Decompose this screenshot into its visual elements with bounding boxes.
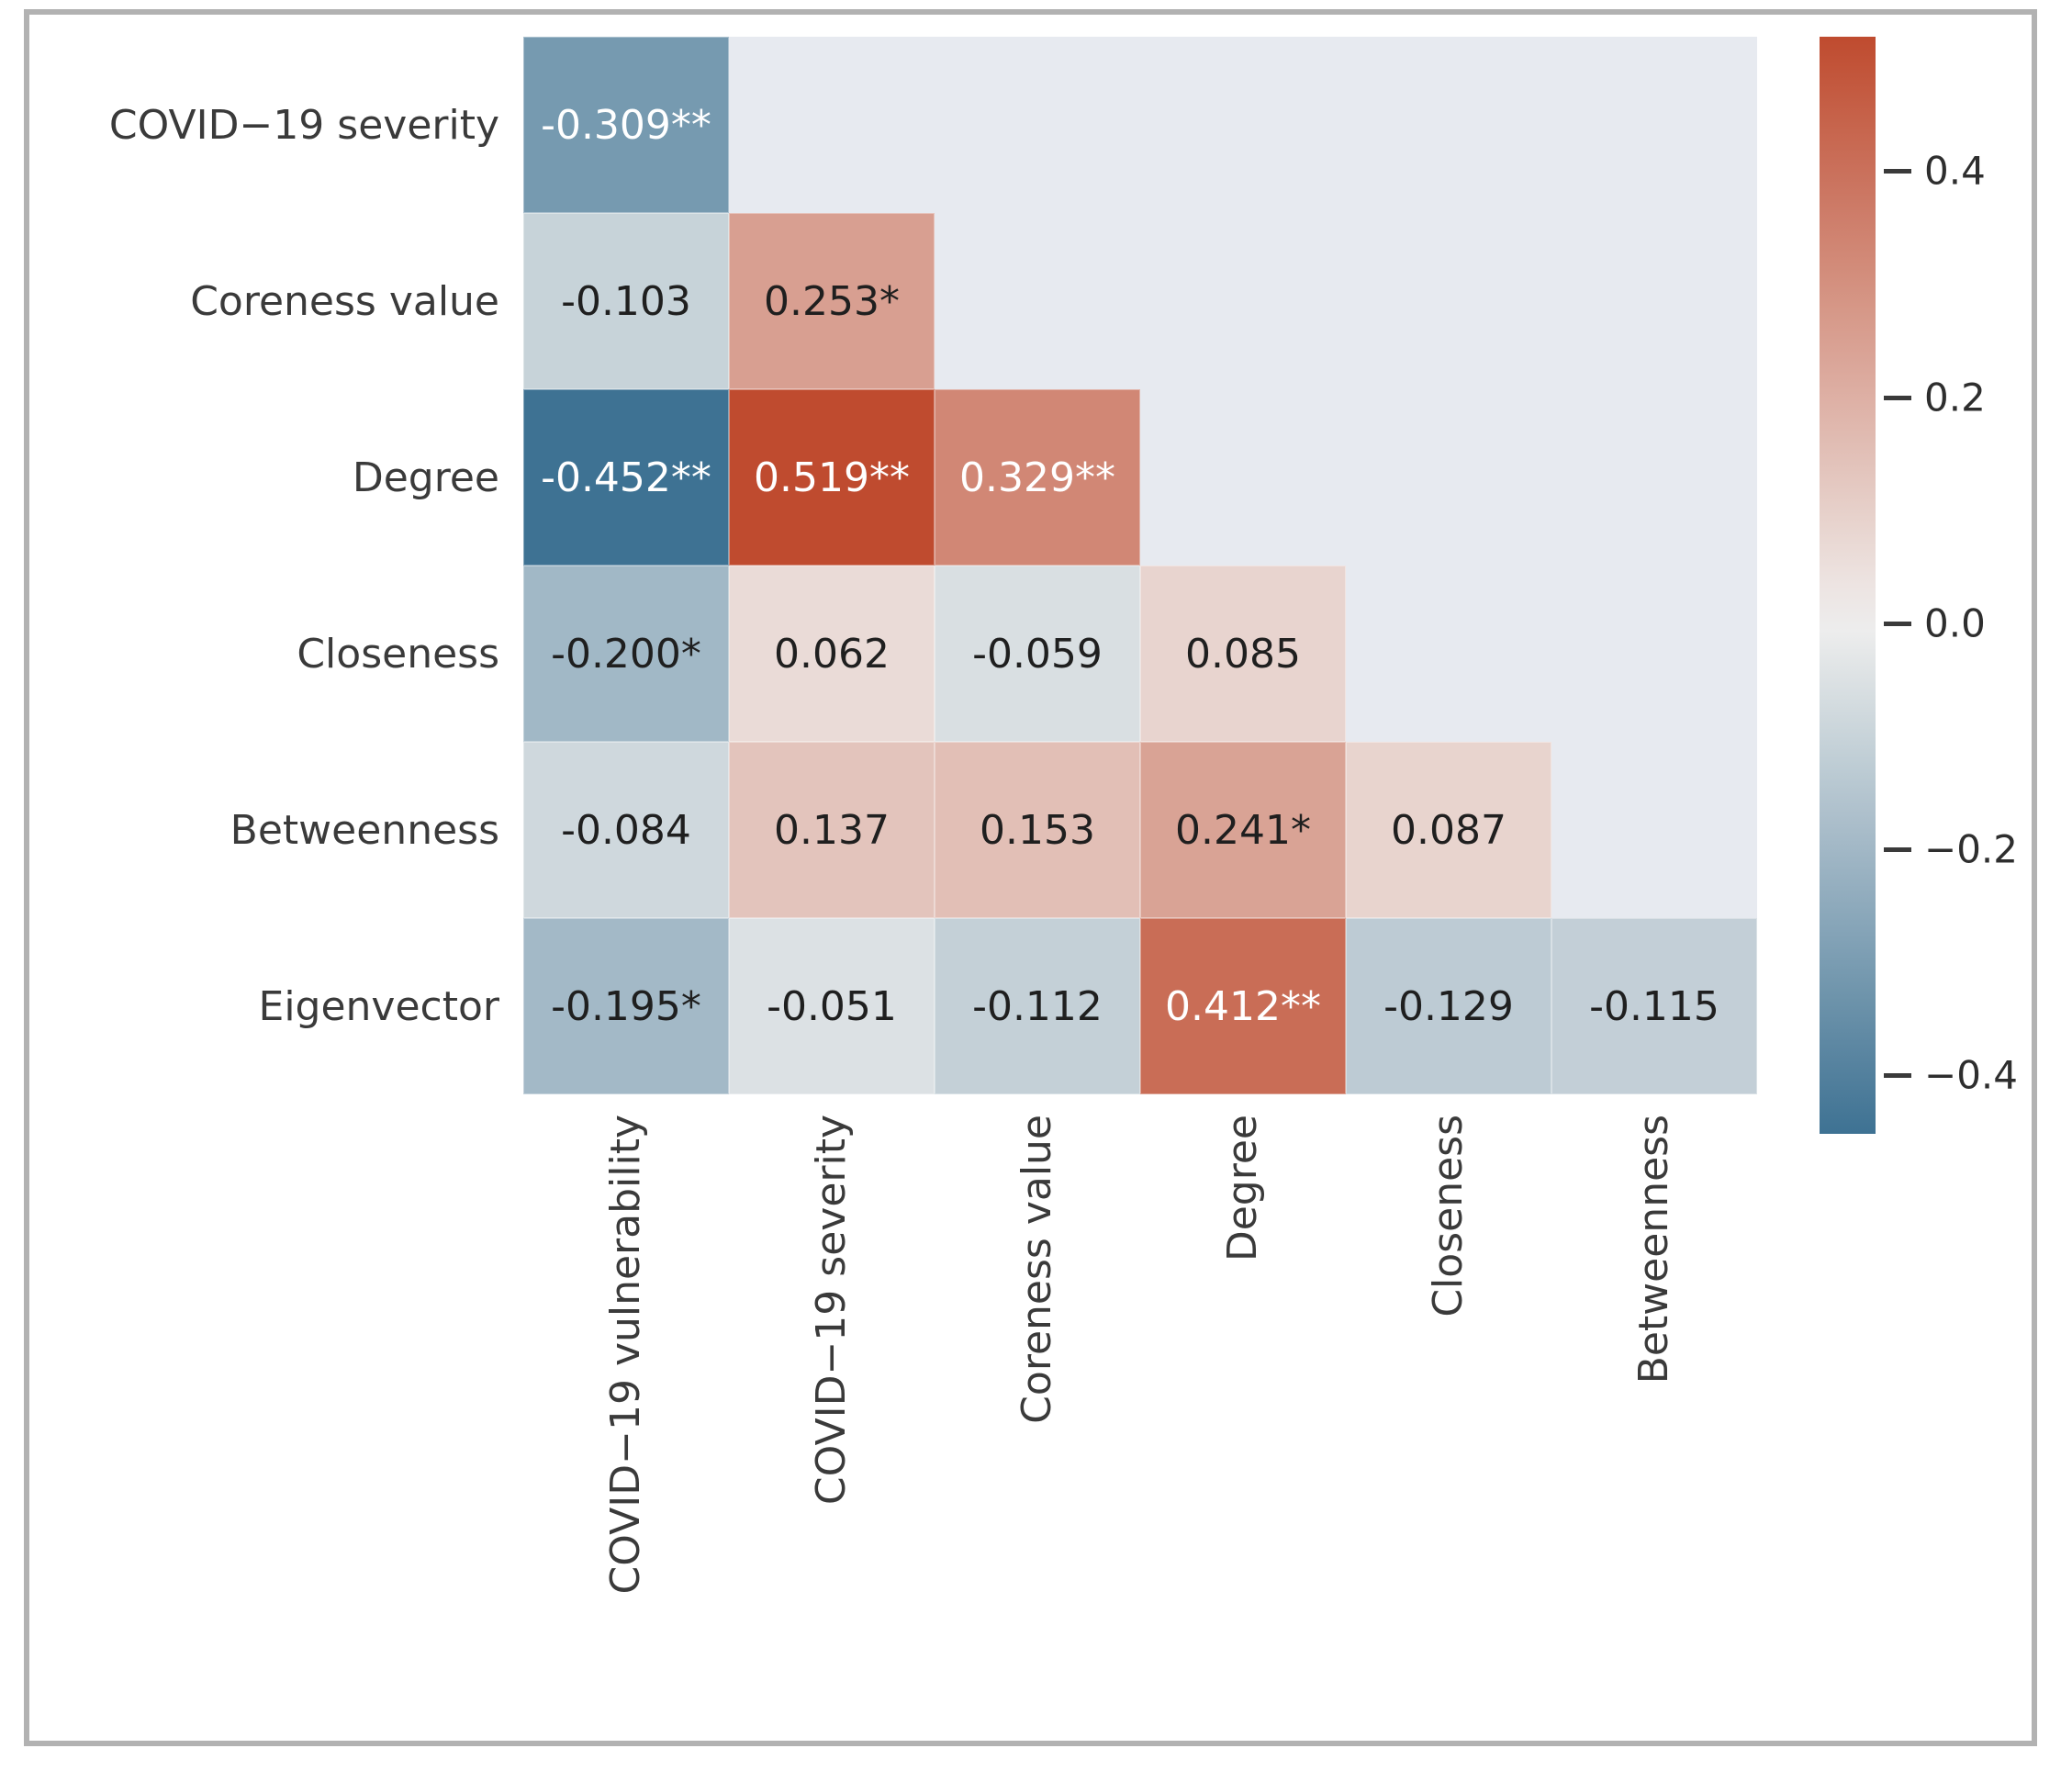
- heatmap-cell: 0.087: [1346, 742, 1551, 918]
- y-axis-label: Coreness value: [190, 277, 499, 325]
- x-axis-label: Degree: [1219, 1115, 1266, 1262]
- colorbar-tick-label: −0.4: [1924, 1052, 2018, 1098]
- heatmap-cell: 0.062: [729, 566, 935, 742]
- colorbar-tick-mark: [1884, 621, 1911, 626]
- colorbar-tick-mark: [1884, 1073, 1911, 1078]
- colorbar-tick-label: 0.2: [1924, 375, 1986, 420]
- heatmap-cell: -0.115: [1551, 918, 1757, 1094]
- x-axis-label: COVID−19 vulnerability: [602, 1115, 649, 1595]
- heatmap-cell: 0.329**: [935, 389, 1140, 566]
- y-axis-label: Eigenvector: [258, 982, 499, 1030]
- heatmap-cell: 0.253*: [729, 213, 935, 389]
- heatmap-cell: 0.137: [729, 742, 935, 918]
- heatmap-cell: 0.519**: [729, 389, 935, 566]
- colorbar-tick-mark: [1884, 395, 1911, 400]
- heatmap-cell: -0.112: [935, 918, 1140, 1094]
- y-axis-label: Closeness: [297, 630, 499, 678]
- colorbar-tick-label: 0.4: [1924, 148, 1986, 194]
- x-axis-label: Coreness value: [1014, 1115, 1060, 1424]
- heatmap-cell: -0.059: [935, 566, 1140, 742]
- heatmap-cell: 0.153: [935, 742, 1140, 918]
- colorbar-tick-mark: [1884, 169, 1911, 174]
- heatmap-cell: 0.241*: [1140, 742, 1346, 918]
- heatmap-cell: -0.200*: [523, 566, 729, 742]
- y-axis-label: Degree: [352, 454, 499, 501]
- heatmap-cell: 0.412**: [1140, 918, 1346, 1094]
- heatmap-cell: -0.103: [523, 213, 729, 389]
- colorbar-gradient: [1820, 37, 1876, 1134]
- heatmap-cell: -0.051: [729, 918, 935, 1094]
- heatmap-cell: 0.085: [1140, 566, 1346, 742]
- heatmap-cell: -0.084: [523, 742, 729, 918]
- heatmap-cell: -0.129: [1346, 918, 1551, 1094]
- x-axis-label: COVID−19 severity: [808, 1115, 855, 1506]
- y-axis-label: Betweenness: [230, 806, 499, 854]
- x-axis-label: Closeness: [1425, 1115, 1472, 1317]
- heatmap-cell: -0.452**: [523, 389, 729, 566]
- colorbar-tick-label: 0.0: [1924, 600, 1986, 646]
- heatmap-cell: -0.309**: [523, 37, 729, 213]
- colorbar-tick-label: −0.2: [1924, 826, 2018, 872]
- colorbar-tick-mark: [1884, 846, 1911, 852]
- x-axis-label: Betweenness: [1630, 1115, 1677, 1384]
- heatmap-cell: -0.195*: [523, 918, 729, 1094]
- y-axis-label: COVID−19 severity: [108, 101, 499, 149]
